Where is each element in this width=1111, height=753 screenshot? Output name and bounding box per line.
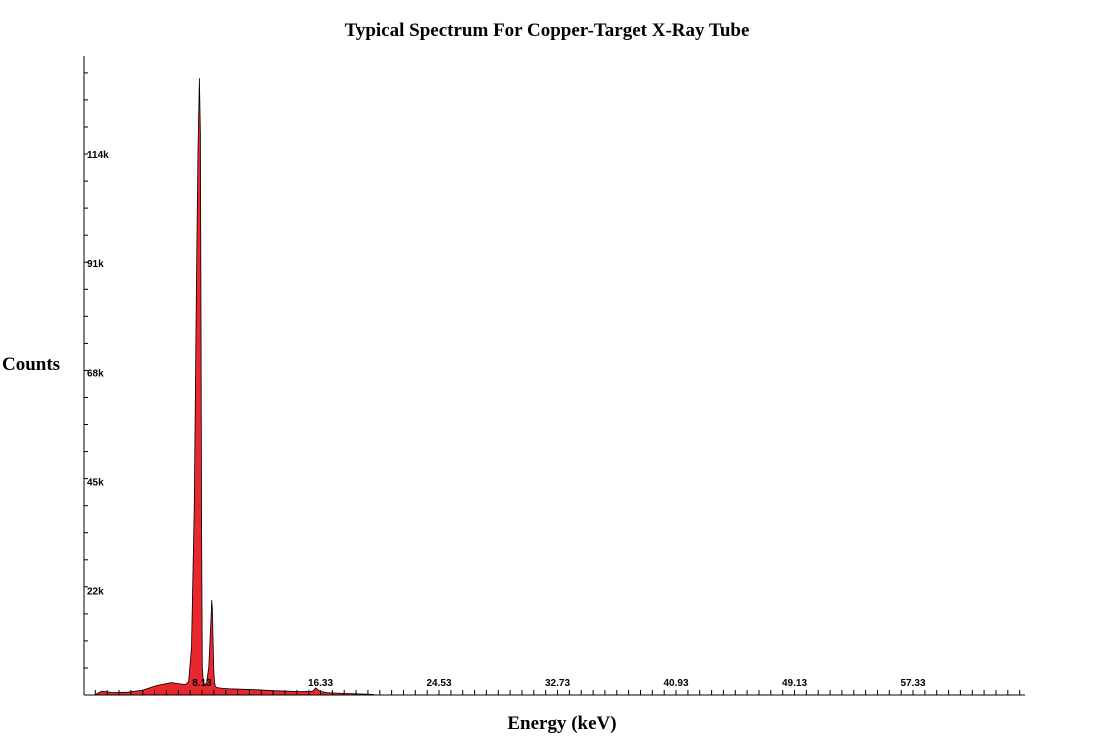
- y-axis-label: Counts: [2, 354, 61, 375]
- y-tick-label: 45k: [87, 477, 104, 488]
- x-tick-label: 49.13: [782, 678, 807, 689]
- y-tick-label: 114k: [87, 150, 109, 161]
- y-tick-label: 22k: [87, 587, 104, 598]
- x-tick-label: 57.33: [900, 678, 925, 689]
- axes-layer: 22k 45k 68k 91k 114k 8.13 16.33 24.53 32.73 40.93…: [83, 56, 1025, 696]
- spectrum-layer: [95, 78, 374, 696]
- y-tick-label: 91k: [87, 259, 104, 270]
- x-tick-label: 24.53: [426, 678, 451, 689]
- x-tick-label: 32.73: [545, 678, 570, 689]
- x-tick-label: 16.33: [308, 678, 333, 689]
- x-tick-label: 40.93: [663, 678, 688, 689]
- x-axis-label: Energy (keV): [507, 713, 617, 734]
- chart-title: Typical Spectrum For Copper-Target X-Ray…: [344, 20, 750, 41]
- x-tick-label: 8.13: [192, 678, 212, 689]
- spectrum-area: [95, 78, 374, 696]
- y-tick-label: 68k: [87, 368, 104, 379]
